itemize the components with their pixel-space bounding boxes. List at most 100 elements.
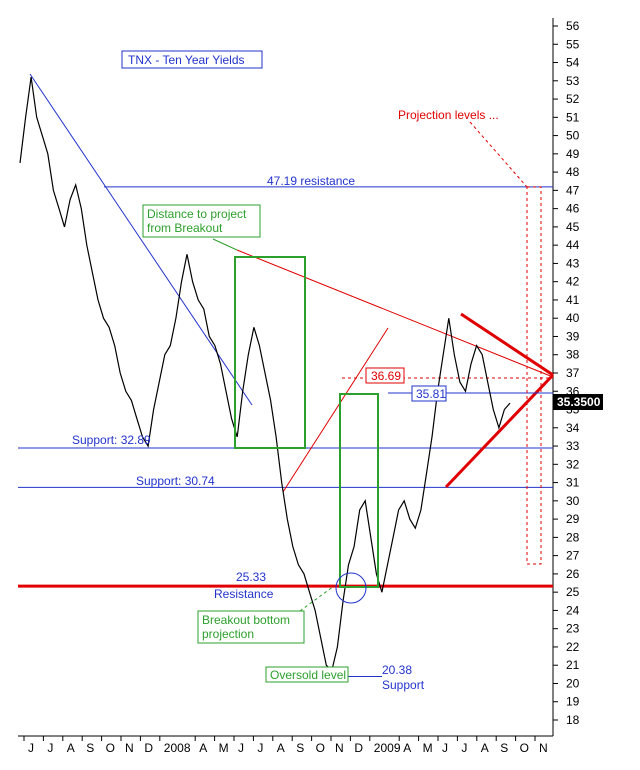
oversold-box [265,666,349,683]
x-tick-label: A [199,741,207,755]
x-tick-label: D [144,741,153,755]
y-tick-label: 56 [566,19,580,33]
breakout-label-line1: Breakout bottom [202,613,290,627]
x-tick-label: M [423,741,433,755]
projection-label: Projection levels ... [398,108,499,122]
y-tick-label: 19 [566,695,580,709]
x-tick-label: J [238,741,244,755]
x-tick-label: J [28,741,34,755]
y-tick-label: 40 [566,311,580,325]
y-tick-label: 51 [566,110,580,124]
x-tick-label: A [481,741,489,755]
y-tick-label: 27 [566,549,580,563]
breakout-box [339,393,379,588]
y-tick-label: 45 [566,220,580,234]
triangle-lower-line [444,373,555,489]
support-2038-value: 20.38 [382,663,412,677]
y-tick-label: 29 [566,512,580,526]
support-3289-label: Support: 32.89 [72,433,151,447]
resistance-2533-value: 25.33 [236,570,266,584]
y-tick-label: 28 [566,530,580,544]
y-tick-label: 43 [566,256,580,270]
distance-leader [212,238,238,251]
y-tick-label: 20 [566,676,580,690]
projection-box [526,186,542,565]
y-tick-label: 44 [566,238,580,252]
x-tick-label: N [125,741,134,755]
x-tick-label: M [219,741,229,755]
last-value-text: 35.3500 [557,395,601,409]
support-2038-sub: Support [382,678,425,692]
y-tick-label: 49 [566,147,580,161]
y-tick-label: 18 [566,713,580,727]
y-tick-label: 23 [566,622,580,636]
distance-box [234,256,306,449]
y-tick-label: 38 [566,348,580,362]
last-value-badge [553,394,603,410]
title-box [121,50,263,69]
breakout-circle [335,572,367,604]
y-tick-label: 53 [566,74,580,88]
x-tick-label: J [257,741,263,755]
x-tick-label: N [539,741,548,755]
x-tick-label: J [442,741,448,755]
chart-title: TNX - Ten Year Yields [128,53,245,67]
x-tick-label: S [296,741,304,755]
x-tick-label: A [277,741,285,755]
x-tick-label: O [520,741,529,755]
y-tick-label: 24 [566,603,580,617]
x-axis-ticks: J J A S O N D 2008 A M J J A S O N D 2009 A M J J A S O N [23,736,548,755]
projection-leader [469,121,528,188]
pt-3581-box [411,385,447,402]
distance-label-line2: from Breakout [147,221,223,235]
y-tick-label: 48 [566,165,580,179]
distance-box-label [142,204,261,238]
y-tick-label: 41 [566,293,580,307]
y-tick-label: 21 [566,658,580,672]
x-tick-label: A [403,741,411,755]
pt-3669-box [365,367,405,384]
y-tick-label: 37 [566,366,580,380]
y-tick-label: 22 [566,640,580,654]
uptrend-line-red [282,327,389,493]
x-tick-label: D [354,741,363,755]
pt-3581-label: 35.81 [416,387,446,401]
resistance-2533-sub: Resistance [214,587,274,601]
y-tick-label: 47 [566,183,580,197]
breakout-leader [299,585,335,612]
breakout-box-label [197,610,305,644]
x-tick-label: O [316,741,325,755]
x-tick-label: O [106,741,115,755]
breakout-label-line2: projection [202,627,254,641]
y-tick-label: 34 [566,421,580,435]
y-tick-label: 30 [566,494,580,508]
y-tick-label: 50 [566,129,580,143]
y-tick-label: 26 [566,567,580,581]
x-tick-label: J [461,741,467,755]
distance-label-line1: Distance to project [147,207,247,221]
y-axis-ticks: 1819202122232425262728293031323334353637… [553,19,580,727]
y-tick-label: 52 [566,92,580,106]
pt-3669-label: 36.69 [371,369,401,383]
x-tick-label: A [67,741,75,755]
y-tick-label: 31 [566,476,580,490]
triangle-upper-line [460,312,554,377]
y-tick-label: 39 [566,329,580,343]
resistance-47-label: 47.19 resistance [267,174,355,188]
x-tick-label: 2008 [164,741,191,755]
x-tick-label: S [86,741,94,755]
downtrend-line-red [236,249,554,378]
x-tick-label: S [500,741,508,755]
x-tick-label: J [47,741,53,755]
y-tick-label: 46 [566,202,580,216]
x-tick-label: N [335,741,344,755]
y-tick-label: 33 [566,439,580,453]
y-tick-label: 42 [566,275,580,289]
x-tick-label: 2009 [374,741,401,755]
y-tick-label: 55 [566,37,580,51]
y-tick-label: 25 [566,585,580,599]
support-3074-label: Support: 30.74 [136,474,215,488]
y-tick-label: 32 [566,457,580,471]
y-tick-label: 54 [566,56,580,70]
